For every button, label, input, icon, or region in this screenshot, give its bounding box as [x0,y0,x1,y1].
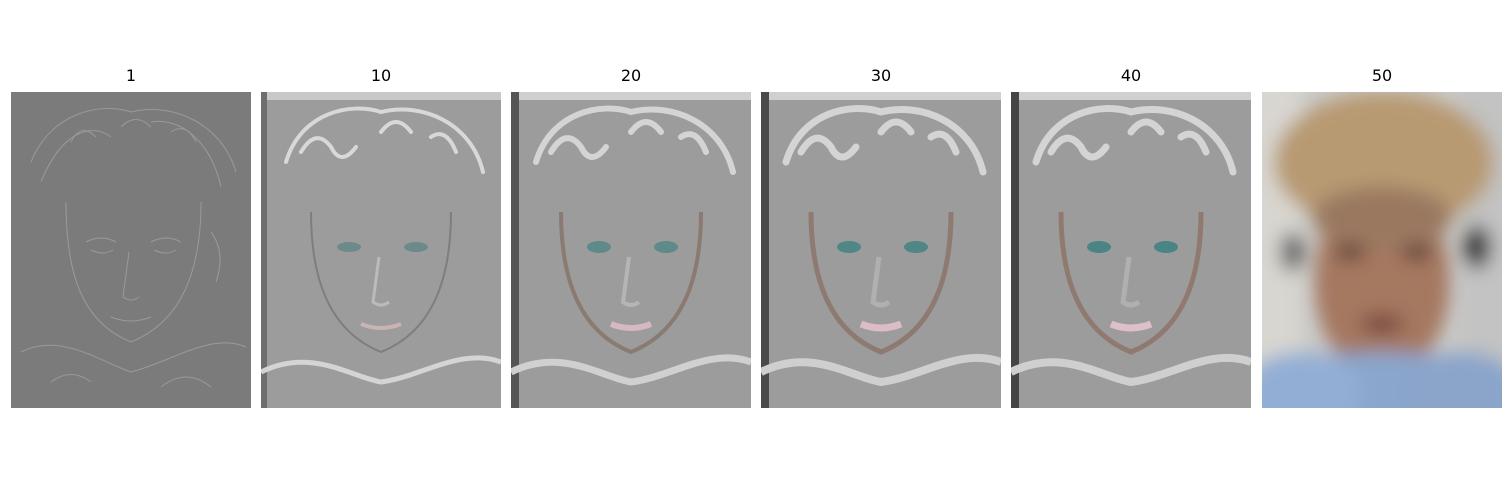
panel-title: 50 [1371,66,1393,85]
filtered-image-highpass [1011,92,1251,408]
panel-20: 20 [511,0,751,500]
filtered-image-edges [11,92,251,408]
panel-50: 50 [1262,0,1502,500]
panel-title: 20 [620,66,642,85]
panel-40: 40 [1011,0,1251,500]
panel-title: 30 [870,66,892,85]
filtered-image-highpass [511,92,751,408]
panel-title: 10 [370,66,392,85]
filtered-image-highpass [761,92,1001,408]
panel-30: 30 [761,0,1001,500]
filtered-image-highpass [261,92,501,408]
panel-1: 1 [11,0,251,500]
filtered-image-lowpass [1262,92,1502,408]
panel-10: 10 [261,0,501,500]
panel-title: 40 [1120,66,1142,85]
panel-title: 1 [125,66,137,85]
